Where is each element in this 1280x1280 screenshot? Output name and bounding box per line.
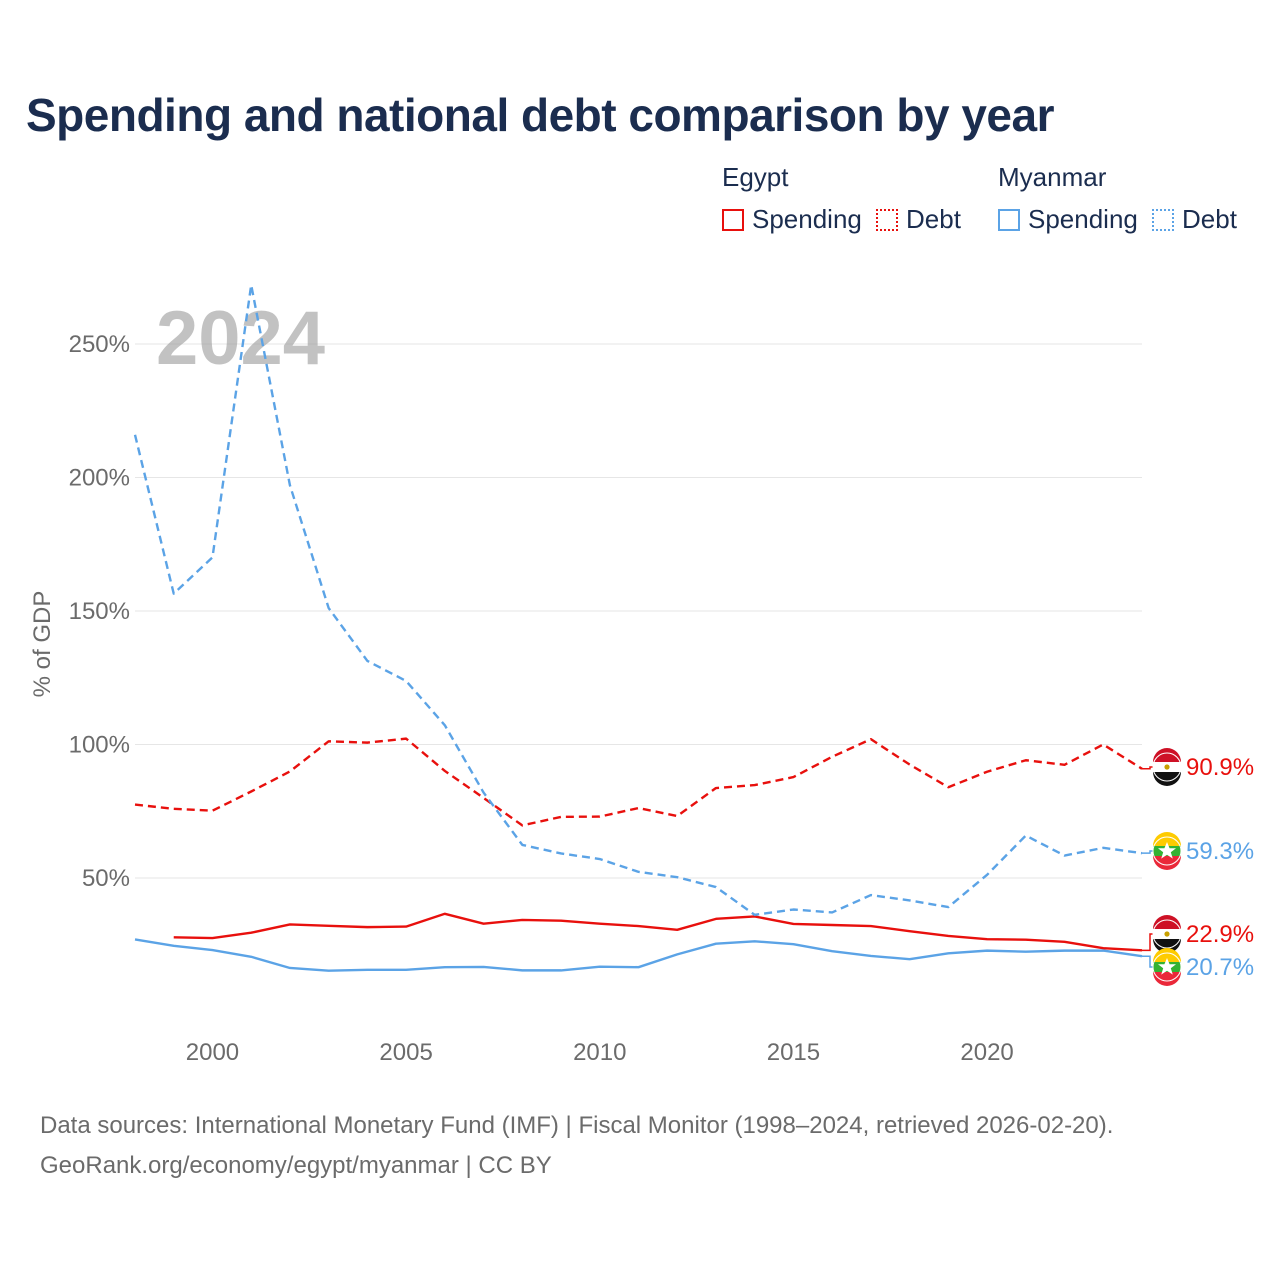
y-tick-label: 100% (69, 732, 130, 759)
flag-stripe-red (1153, 915, 1181, 929)
x-tick-label: 2015 (767, 1039, 820, 1066)
flag-stripe-red (1153, 972, 1181, 986)
legend-item-label: Debt (906, 204, 961, 234)
flag-emblem (1164, 764, 1170, 770)
flag-stripe-black (1153, 772, 1181, 786)
legend-swatch (876, 208, 898, 231)
flag-emblem (1164, 931, 1170, 937)
flag-ring (1152, 752, 1182, 782)
legend-item-egypt-spending[interactable]: Spending (722, 204, 862, 235)
flag-ring (1152, 836, 1182, 866)
x-tick-label: 2010 (573, 1039, 626, 1066)
flag-stripe-yellow (1153, 832, 1181, 846)
line-chart: 2024 90.9%59.3%22.9%20.7% 50%100%150%200… (29, 283, 1254, 1066)
end-value-label: 20.7% (1186, 954, 1254, 981)
flag-stripe-black (1153, 939, 1181, 953)
series-line-egypt-spending (173, 912, 1143, 952)
flag-stripe-red (1153, 856, 1181, 870)
y-tick-label: 50% (82, 865, 130, 892)
myanmar-flag-icon (1152, 948, 1182, 986)
legend-item-label: Debt (1182, 204, 1237, 234)
x-tick-label: 2005 (379, 1039, 432, 1066)
flag-stripe-yellow (1153, 948, 1181, 962)
legend-item-myanmar-spending[interactable]: Spending (998, 204, 1138, 235)
series-line-myanmar-debt (133, 283, 1143, 917)
attribution-link[interactable]: GeoRank.org/economy/egypt/myanmar | CC B… (40, 1152, 552, 1179)
legend-item-label: Spending (1028, 204, 1138, 234)
egypt-flag-icon (1152, 748, 1182, 786)
flag-stripe-red (1153, 748, 1181, 762)
source-line: Data sources: International Monetary Fun… (40, 1112, 1114, 1139)
legend-item-egypt-debt[interactable]: Debt (876, 204, 961, 235)
y-tick-label: 150% (69, 598, 130, 625)
end-value-label: 59.3% (1186, 838, 1254, 865)
series-line-egypt-debt (134, 737, 1143, 827)
legend-group-label: Myanmar (998, 162, 1107, 192)
x-tick-label: 2020 (960, 1039, 1013, 1066)
legend-group-label: Egypt (722, 162, 789, 192)
flag-star (1158, 958, 1176, 975)
legend-swatch (722, 208, 744, 231)
footer: Data sources: International Monetary Fun… (40, 1106, 1113, 1186)
x-tick-label: 2000 (186, 1039, 239, 1066)
flag-ring (1152, 952, 1182, 982)
legend-swatch (998, 208, 1020, 231)
legend-swatch (1152, 208, 1174, 231)
legend-item-label: Spending (752, 204, 862, 234)
end-value-label: 22.9% (1186, 921, 1254, 948)
myanmar-flag-icon (1152, 832, 1182, 870)
series-line-myanmar-spending (134, 938, 1143, 972)
end-value-label: 90.9% (1186, 754, 1254, 781)
y-axis-label: % of GDP (29, 591, 56, 698)
legend-item-myanmar-debt[interactable]: Debt (1152, 204, 1237, 235)
flag-star (1158, 842, 1176, 859)
chart-title: Spending and national debt comparison by… (26, 89, 1055, 141)
y-tick-label: 200% (69, 465, 130, 492)
y-tick-label: 250% (69, 331, 130, 358)
egypt-flag-icon (1152, 915, 1182, 953)
